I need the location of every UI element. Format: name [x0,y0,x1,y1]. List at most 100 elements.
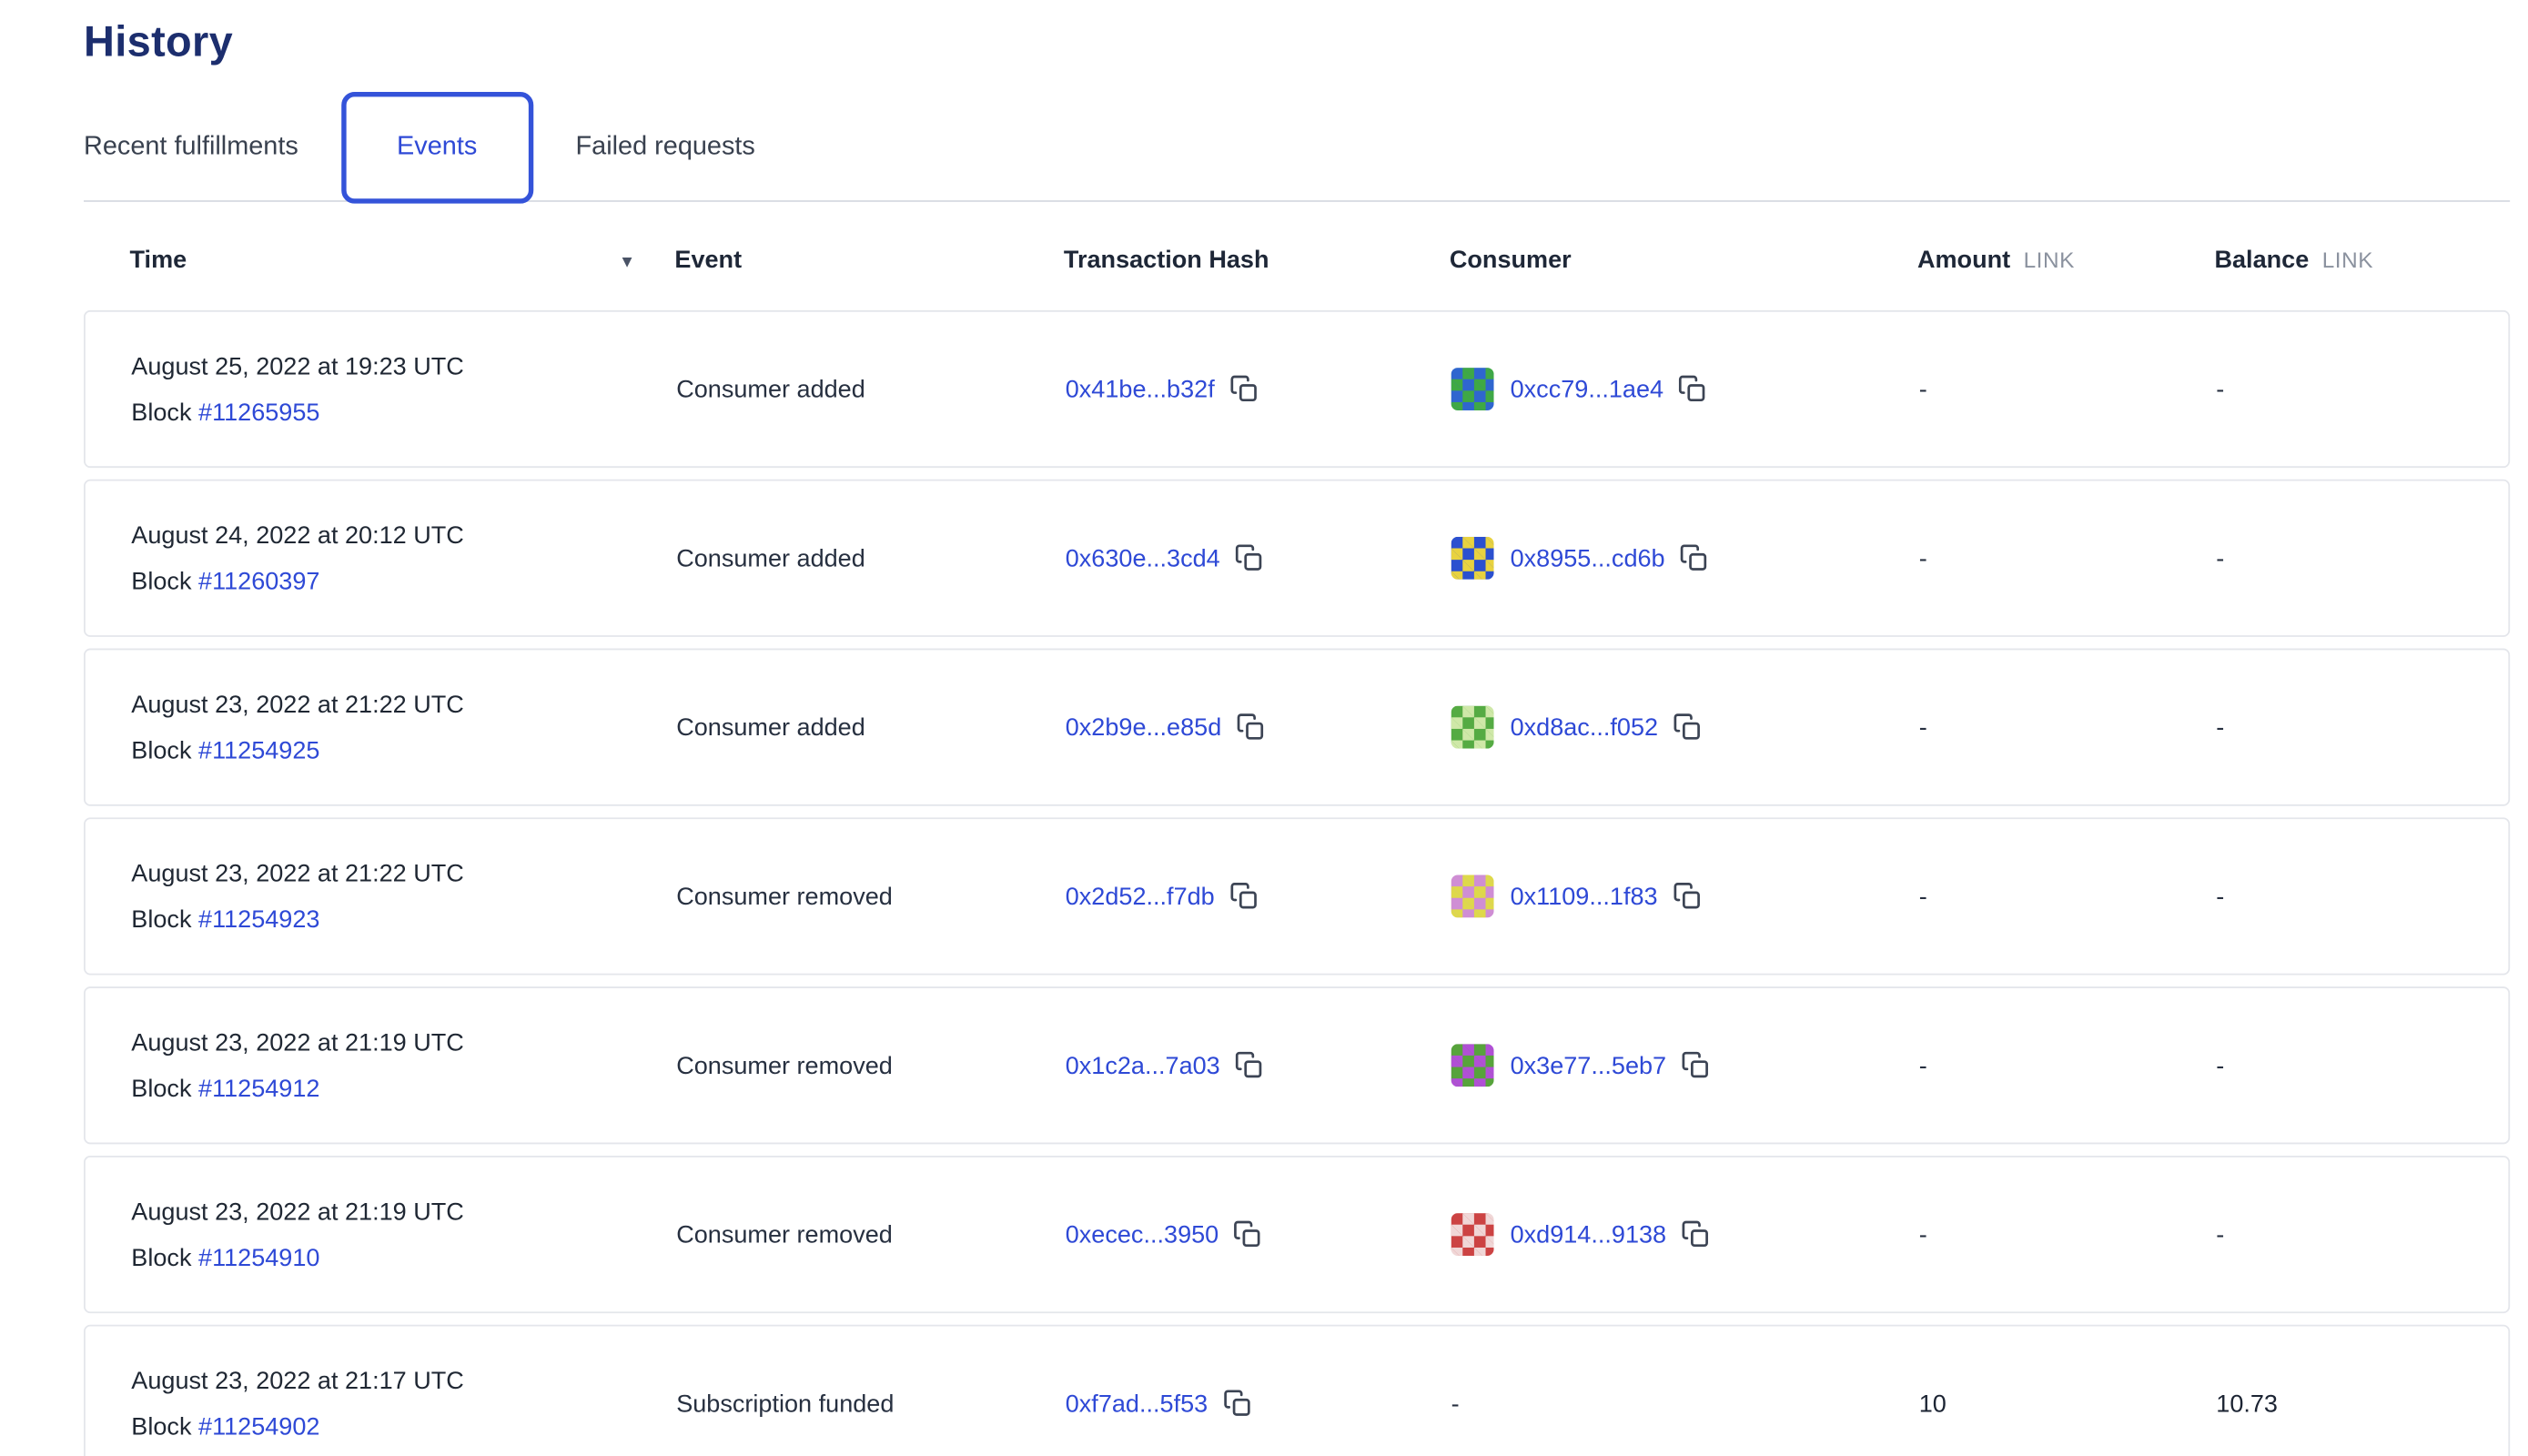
consumer-address-link[interactable]: 0x8955...cd6b [1510,543,1665,572]
copy-icon[interactable] [1222,1389,1251,1418]
block-link[interactable]: #11254925 [198,736,320,765]
block-label: Block [131,568,199,596]
balance-header-label: Balance [2214,246,2310,275]
time-cell: August 23, 2022 at 21:19 UTC Block #1125… [131,1027,676,1103]
consumer-address-link[interactable]: 0xd914...9138 [1510,1220,1667,1249]
copy-icon[interactable] [1235,1050,1264,1079]
consumer-address-link[interactable]: 0x3e77...5eb7 [1510,1051,1667,1080]
copy-icon[interactable] [1681,1050,1710,1079]
balance-unit-label: LINK [2321,248,2374,273]
column-header-balance: Balance LINK [2214,247,2510,275]
consumer-address-link[interactable]: 0xcc79...1ae4 [1510,375,1664,403]
event-date: August 25, 2022 at 19:23 UTC [131,352,464,381]
event-date: August 24, 2022 at 20:12 UTC [131,521,464,551]
balance-cell: - [2216,882,2225,911]
block-link[interactable]: #11260397 [198,568,320,596]
block-label: Block [131,1413,199,1441]
transaction-hash-cell: 0x41be...b32f [1066,374,1451,403]
transaction-hash-cell: 0x1c2a...7a03 [1066,1050,1451,1079]
tab-failed-requests[interactable]: Failed requests [575,133,755,161]
copy-icon[interactable] [1229,374,1259,403]
amount-cell: 10 [1918,1390,1947,1418]
amount-cell: - [1918,713,1927,742]
copy-icon[interactable] [1229,882,1259,911]
page-title: History [83,16,234,66]
block-line: Block #11254925 [131,737,676,765]
table-row: August 23, 2022 at 21:22 UTC Block #1125… [83,817,2511,976]
event-date: August 23, 2022 at 21:19 UTC [131,1029,464,1057]
column-header-amount: Amount LINK [1917,247,2215,275]
block-line: Block #11254902 [131,1413,676,1441]
table-row: August 23, 2022 at 21:19 UTC Block #1125… [83,1155,2511,1314]
consumer-avatar [1451,536,1494,580]
copy-icon[interactable] [1673,882,1702,911]
table-header: Time ▾ Event Transaction Hash Consumer A… [84,247,2510,275]
transaction-hash-cell: 0xecec...3950 [1066,1219,1451,1249]
tx-hash-link[interactable]: 0x2d52...f7db [1065,882,1215,911]
column-header-time[interactable]: Time ▾ [130,247,675,275]
tx-hash-link[interactable]: 0x2b9e...e85d [1065,713,1222,742]
copy-icon[interactable] [1680,543,1709,572]
transaction-hash-cell: 0x2d52...f7db [1066,882,1451,911]
amount-cell: - [1918,375,1927,403]
balance-cell: - [2216,375,2225,403]
consumer-cell: - [1451,1390,1919,1418]
block-line: Block #11254910 [131,1244,676,1272]
block-link[interactable]: #11254910 [198,1244,320,1273]
block-link[interactable]: #11254902 [198,1413,320,1441]
tx-hash-link[interactable]: 0x1c2a...7a03 [1065,1051,1220,1080]
copy-icon[interactable] [1681,1219,1710,1249]
amount-cell: - [1918,1051,1927,1080]
block-label: Block [131,1244,199,1273]
tx-hash-link[interactable]: 0x41be...b32f [1065,375,1215,403]
consumer-address-link[interactable]: 0x1109...1f83 [1510,882,1658,911]
event-type: Consumer removed [676,1051,893,1080]
block-line: Block #11265955 [131,399,676,427]
amount-unit-label: LINK [2023,248,2075,273]
tx-hash-link[interactable]: 0xecec...3950 [1065,1220,1219,1249]
sort-desc-icon[interactable]: ▾ [622,248,632,272]
balance-cell: - [2216,713,2225,742]
time-cell: August 25, 2022 at 19:23 UTC Block #1126… [131,351,676,427]
balance-cell: - [2216,543,2225,572]
block-link[interactable]: #11254923 [198,905,320,935]
consumer-cell: 0x1109...1f83 [1451,875,1919,918]
time-cell: August 23, 2022 at 21:22 UTC Block #1125… [131,858,676,934]
block-link[interactable]: #11265955 [198,399,320,428]
consumer-avatar [1451,368,1494,410]
block-line: Block #11254912 [131,1076,676,1104]
time-cell: August 23, 2022 at 21:22 UTC Block #1125… [131,690,676,765]
tab-recent-fulfillments[interactable]: Recent fulfillments [83,133,298,161]
tab-events[interactable]: Events [340,92,533,204]
copy-icon[interactable] [1235,543,1264,572]
event-type: Consumer removed [676,882,893,911]
transaction-hash-cell: 0x2b9e...e85d [1066,713,1451,742]
time-cell: August 23, 2022 at 21:19 UTC Block #1125… [131,1197,676,1272]
consumer-address-link[interactable]: 0xd8ac...f052 [1510,713,1659,742]
event-type: Subscription funded [676,1390,895,1418]
block-label: Block [131,1075,199,1104]
event-type: Consumer added [676,543,865,572]
event-date: August 23, 2022 at 21:22 UTC [131,860,464,888]
tx-hash-link[interactable]: 0xf7ad...5f53 [1065,1390,1208,1418]
table-row: August 23, 2022 at 21:19 UTC Block #1125… [83,986,2511,1145]
copy-icon[interactable] [1233,1219,1262,1249]
tx-hash-link[interactable]: 0x630e...3cd4 [1065,543,1220,572]
consumer-cell: 0x8955...cd6b [1451,536,1919,580]
tab-bar: Recent fulfillments Events Failed reques… [83,88,2511,207]
event-date: August 23, 2022 at 21:19 UTC [131,1198,464,1227]
block-link[interactable]: #11254912 [198,1075,320,1104]
event-type: Consumer added [676,713,865,742]
block-label: Block [131,905,199,935]
event-date: August 23, 2022 at 21:17 UTC [131,1367,464,1396]
amount-header-label: Amount [1916,246,2011,275]
balance-cell: - [2216,1051,2225,1080]
copy-icon[interactable] [1237,713,1266,742]
event-type: Consumer removed [676,1220,893,1249]
copy-icon[interactable] [1678,374,1707,403]
column-header-transaction-hash: Transaction Hash [1063,246,1269,275]
balance-cell: 10.73 [2216,1390,2278,1418]
copy-icon[interactable] [1673,713,1702,742]
